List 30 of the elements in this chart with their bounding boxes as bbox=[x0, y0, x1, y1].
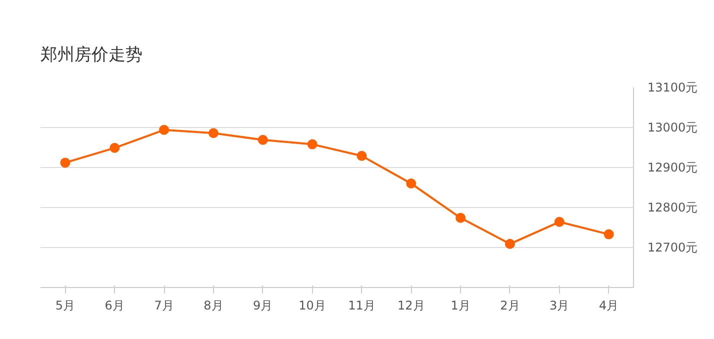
x-tick-label: 3月 bbox=[550, 298, 570, 312]
point bbox=[307, 139, 318, 150]
point bbox=[504, 238, 515, 249]
y-tick-label: 12900元 bbox=[648, 160, 698, 174]
point bbox=[356, 150, 367, 161]
x-tick-label: 10月 bbox=[298, 298, 326, 312]
x-tick-label: 4月 bbox=[598, 298, 619, 312]
point bbox=[159, 124, 170, 135]
point bbox=[604, 229, 614, 240]
point bbox=[456, 212, 466, 223]
point bbox=[258, 134, 268, 145]
x-tick-label: 8月 bbox=[204, 298, 224, 312]
point bbox=[554, 216, 564, 227]
point bbox=[60, 158, 70, 168]
point bbox=[406, 178, 416, 188]
y-tick-label: 12800元 bbox=[648, 200, 698, 214]
point bbox=[110, 142, 120, 153]
x-tick-label: 7月 bbox=[154, 298, 174, 312]
x-tick-label: 11月 bbox=[348, 298, 376, 312]
y-tick-label: 13000元 bbox=[648, 120, 698, 134]
x-tick-label: 12月 bbox=[397, 298, 425, 312]
y-tick-label: 12700元 bbox=[648, 240, 698, 254]
x-tick-label: 5月 bbox=[55, 298, 76, 312]
x-tick-label: 9月 bbox=[253, 298, 273, 312]
x-tick-label: 2月 bbox=[500, 298, 520, 312]
x-tick-label: 6月 bbox=[104, 298, 124, 312]
chart-title: 郑州房价走势 bbox=[40, 45, 142, 65]
point bbox=[208, 128, 218, 138]
y-tick-label: 13100元 bbox=[648, 80, 698, 94]
x-tick-label: 1月 bbox=[450, 298, 470, 312]
